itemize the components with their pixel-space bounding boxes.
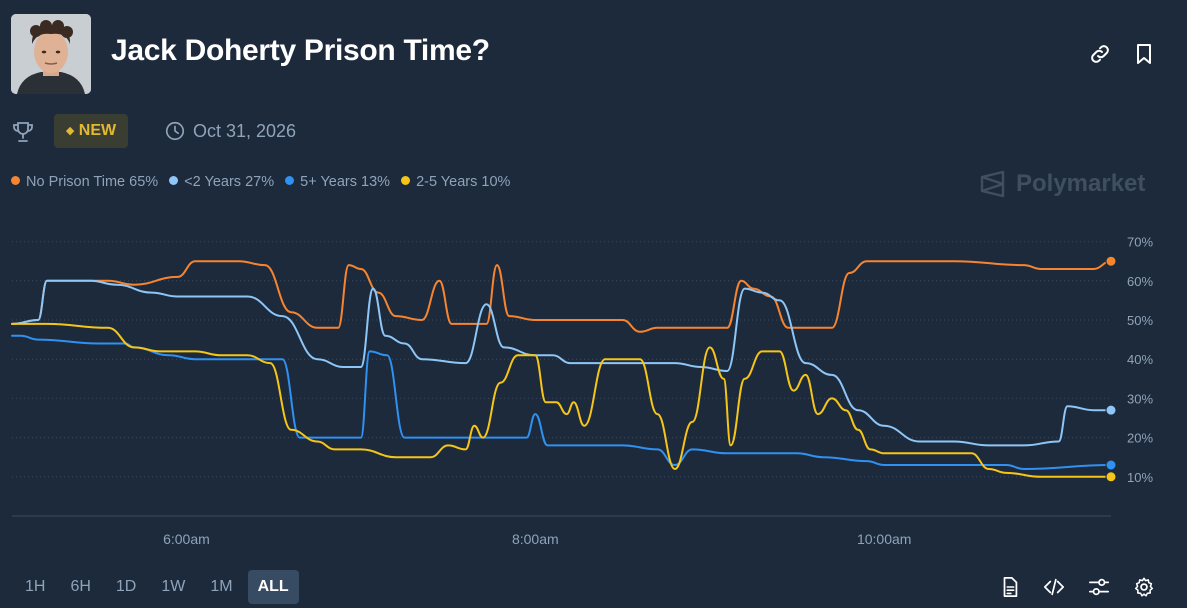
bookmark-icon[interactable] xyxy=(1132,42,1156,66)
series-line-2-5-years xyxy=(11,322,1112,478)
legend-dot xyxy=(11,176,20,185)
legend-label: No Prison Time 65% xyxy=(26,174,159,190)
range-button-1h[interactable]: 1H xyxy=(25,578,46,595)
range-button-1w[interactable]: 1W xyxy=(161,578,186,595)
chart-legend: No Prison Time 65% <2 Years 27% 5+ Years… xyxy=(11,174,517,190)
link-icon[interactable] xyxy=(1088,42,1112,66)
polymarket-logo-icon xyxy=(980,170,1005,198)
y-tick-label: 20% xyxy=(1127,431,1153,446)
sliders-icon[interactable] xyxy=(1088,576,1110,598)
series-end-point-5-years xyxy=(1105,459,1117,471)
y-tick-label: 40% xyxy=(1127,352,1153,367)
x-tick-label: 6:00am xyxy=(163,531,210,547)
page-title: Jack Doherty Prison Time? xyxy=(111,34,490,67)
y-tick-label: 30% xyxy=(1127,391,1153,406)
legend-dot xyxy=(285,176,295,185)
brand-name: Polymarket xyxy=(1016,170,1146,197)
price-chart[interactable]: 10% 20% 30% 40% 50% 60% 70% 6:00am 8:00am 10:00am xyxy=(0,220,1187,560)
legend-label: <2 Years 27% xyxy=(184,174,275,190)
code-icon[interactable] xyxy=(1043,576,1065,598)
legend-item: 2-5 Years 10% xyxy=(401,174,510,190)
legend-label: 5+ Years 13% xyxy=(300,174,391,190)
range-button-1m[interactable]: 1M xyxy=(210,578,233,595)
series-line-no-prison-time xyxy=(11,260,1112,333)
time-range-selector: 1H 6H 1D 1W 1M ALL xyxy=(15,570,304,604)
legend-item: No Prison Time 65% xyxy=(11,174,158,190)
avatar-photo xyxy=(11,14,91,94)
series-end-point-2-years xyxy=(1105,404,1117,416)
y-tick-label: 10% xyxy=(1127,470,1153,485)
new-badge: ◆ NEW xyxy=(54,114,128,148)
series-line-2-years xyxy=(11,279,1112,447)
series-end-point-no-prison-time xyxy=(1105,255,1117,267)
legend-item: <2 Years 27% xyxy=(169,174,274,190)
trophy-icon xyxy=(13,122,33,142)
end-date: Oct 31, 2026 xyxy=(193,121,297,141)
y-tick-label: 50% xyxy=(1127,313,1153,328)
range-button-6h[interactable]: 6H xyxy=(70,578,91,595)
range-button-all[interactable]: ALL xyxy=(247,570,299,604)
new-badge-label: NEW xyxy=(78,122,117,139)
series-line-5-years xyxy=(11,334,1112,470)
legend-dot xyxy=(169,176,179,185)
x-tick-label: 8:00am xyxy=(512,531,559,547)
range-button-1d[interactable]: 1D xyxy=(115,578,137,595)
legend-dot xyxy=(401,176,411,185)
document-icon[interactable] xyxy=(999,576,1021,598)
brand-watermark: Polymarket xyxy=(976,168,1156,200)
series-end-point-2-5-years xyxy=(1105,471,1117,483)
avatar xyxy=(11,14,91,94)
y-tick-label: 60% xyxy=(1127,274,1153,289)
clock-icon xyxy=(165,121,185,141)
gear-icon[interactable] xyxy=(1133,576,1155,598)
sparkle-icon: ◆ xyxy=(65,125,75,137)
x-tick-label: 10:00am xyxy=(857,531,911,547)
legend-label: 2-5 Years 10% xyxy=(416,174,511,190)
y-tick-label: 70% xyxy=(1127,235,1153,250)
market-meta: ◆ NEW Oct 31, 2026 xyxy=(11,114,611,150)
legend-item: 5+ Years 13% xyxy=(285,174,390,190)
